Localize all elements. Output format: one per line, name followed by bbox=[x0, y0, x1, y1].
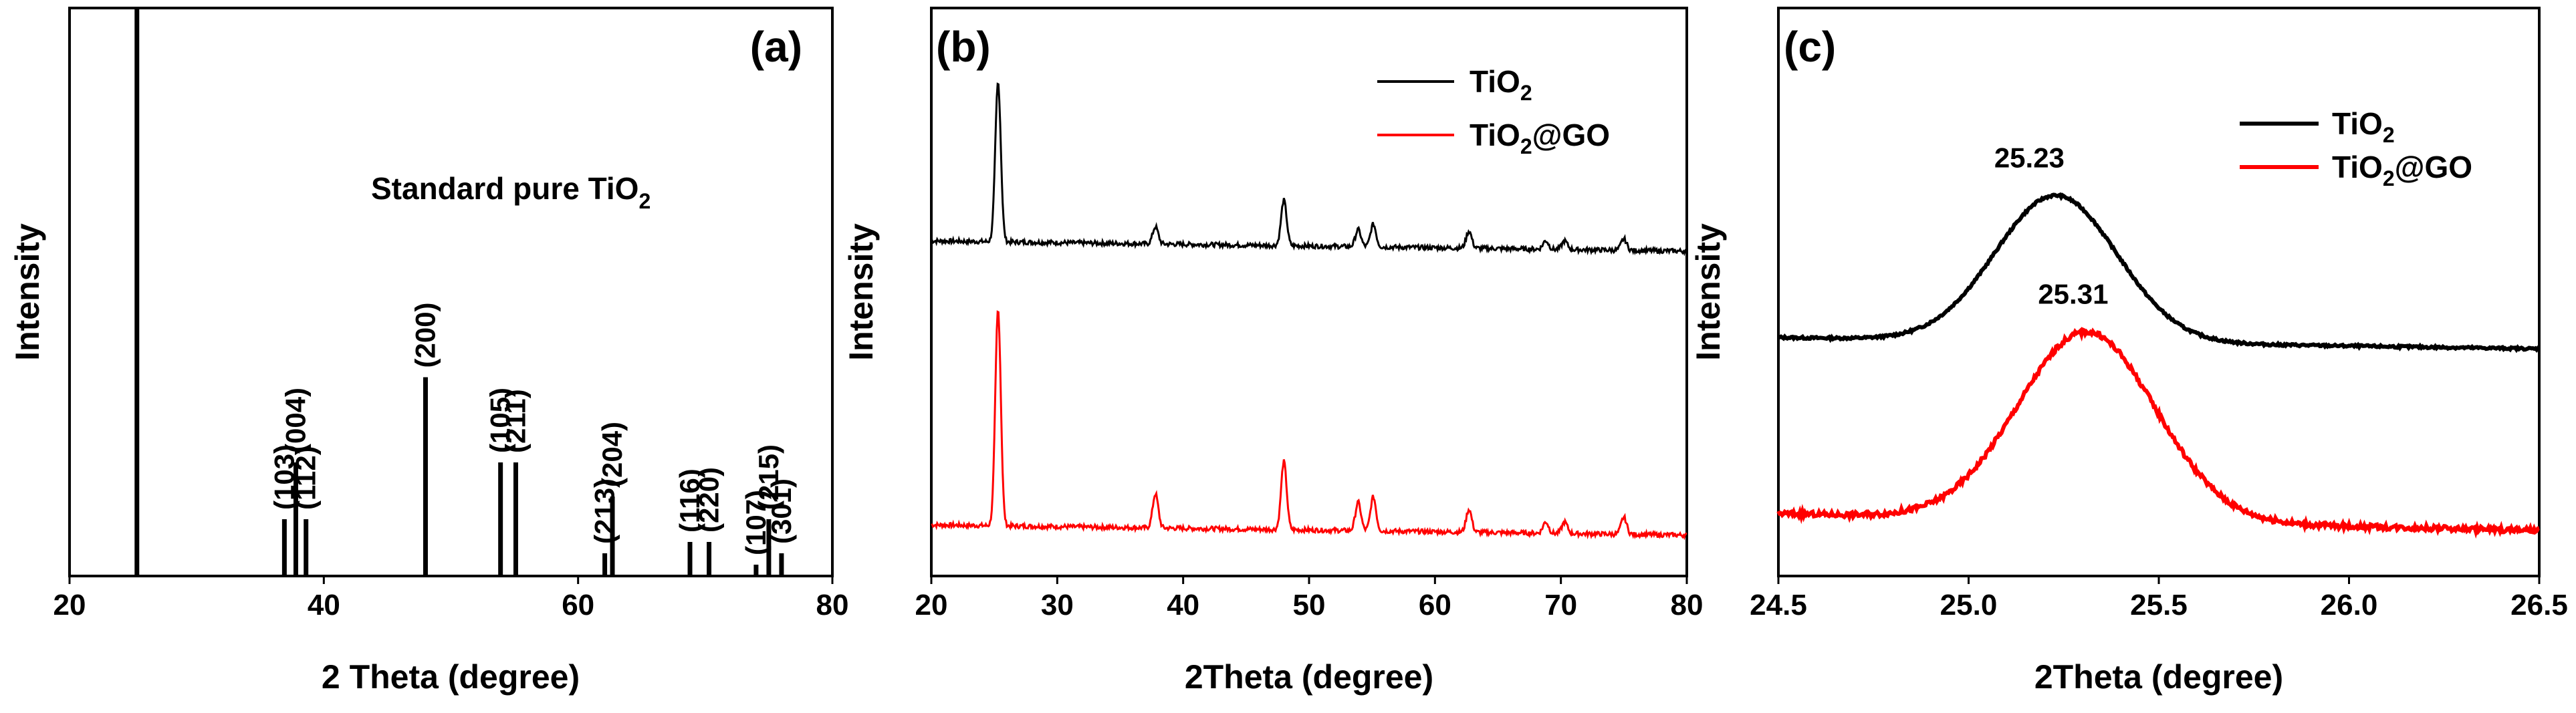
peak-position-label: 25.23 bbox=[1994, 142, 2065, 174]
panel-a-reflection-bars: (101)(103)(004)(112)(200)(105)(211)(213)… bbox=[134, 8, 797, 576]
x-tick-label: 60 bbox=[562, 589, 594, 621]
panel-b-plot-area bbox=[930, 7, 1688, 577]
panel-b-legend-tio2: TiO2 bbox=[1470, 64, 1532, 105]
panel-c: (c) 2Theta (degree) Intensity 24.5 25.0 25… bbox=[1689, 7, 2568, 696]
panel-c-x-ticks: 24.5 25.0 25.5 26.0 26.5 bbox=[1750, 576, 2568, 621]
x-tick-label: 40 bbox=[308, 589, 340, 621]
reflection-label: (204) bbox=[596, 422, 628, 487]
reflection-label: (105) bbox=[485, 388, 516, 453]
panel-b-legend-tio2-go: TiO2@GO bbox=[1470, 118, 1610, 158]
reflection-label: (215) bbox=[753, 444, 784, 510]
panel-a-x-axis-label: 2 Theta (degree) bbox=[322, 658, 580, 696]
reflection-label: (112) bbox=[290, 446, 322, 510]
panel-b-y-axis-label: Intensity bbox=[842, 223, 880, 361]
x-tick-label: 24.5 bbox=[1750, 589, 1807, 621]
x-tick-label: 50 bbox=[1293, 589, 1326, 621]
panel-c-peak-labels: 25.23 25.31 bbox=[1994, 142, 2109, 310]
panel-c-label: (c) bbox=[1784, 23, 1836, 71]
x-tick-label: 26.5 bbox=[2510, 589, 2568, 621]
panel-c-plot-area bbox=[1777, 7, 2541, 577]
reflection-label: (107) bbox=[740, 490, 772, 555]
x-tick-label: 40 bbox=[1167, 589, 1199, 621]
reflection-label: (116) bbox=[674, 468, 705, 533]
x-tick-label: 30 bbox=[1041, 589, 1074, 621]
panel-a-plot-area bbox=[68, 7, 834, 577]
series-line bbox=[931, 310, 1687, 541]
x-tick-label: 70 bbox=[1544, 589, 1577, 621]
series-line bbox=[1778, 192, 2541, 353]
reflection-label: (220) bbox=[693, 467, 725, 533]
x-tick-label: 25.5 bbox=[2130, 589, 2188, 621]
panel-a-y-axis-label: Intensity bbox=[9, 223, 46, 361]
panel-b-x-ticks: 20 30 40 50 60 70 80 bbox=[915, 576, 1704, 621]
x-tick-label: 80 bbox=[1671, 589, 1704, 621]
reflection-label: (213) bbox=[589, 478, 620, 544]
reflection-label: (301) bbox=[766, 478, 797, 544]
reflection-label: (004) bbox=[279, 388, 311, 453]
panel-c-legend: TiO2 TiO2@GO bbox=[2240, 106, 2472, 190]
panel-b-label: (b) bbox=[936, 23, 991, 71]
x-tick-label: 25.0 bbox=[1940, 589, 1998, 621]
panel-a-label: (a) bbox=[750, 23, 802, 71]
x-tick-label: 20 bbox=[915, 589, 948, 621]
panel-c-legend-tio2-go: TiO2@GO bbox=[2332, 150, 2472, 190]
panel-c-x-axis-label: 2Theta (degree) bbox=[2034, 658, 2283, 696]
panel-c-series bbox=[1776, 192, 2541, 539]
panel-a-x-ticks: 20 40 60 80 bbox=[53, 576, 849, 621]
panel-a-annotation: Standard pure TiO2 bbox=[371, 171, 651, 213]
x-tick-label: 26.0 bbox=[2321, 589, 2378, 621]
peak-position-label: 25.31 bbox=[2038, 279, 2108, 310]
panel-c-legend-tio2: TiO2 bbox=[2332, 106, 2395, 147]
x-tick-label: 20 bbox=[53, 589, 86, 621]
panel-b: (b) 2Theta (degree) Intensity 20 30 40 50 60… bbox=[842, 7, 1704, 696]
series-line bbox=[1776, 327, 2540, 539]
panel-b-x-axis-label: 2Theta (degree) bbox=[1185, 658, 1433, 696]
x-tick-label: 80 bbox=[816, 589, 849, 621]
series-line bbox=[931, 82, 1687, 257]
panel-a: (a) Standard pure TiO2 2 Theta (degree) … bbox=[9, 7, 849, 696]
reflection-label: (211) bbox=[499, 389, 531, 453]
panel-c-y-axis-label: Intensity bbox=[1689, 223, 1727, 361]
panel-b-series bbox=[931, 82, 1687, 541]
panel-b-legend: TiO2 TiO2@GO bbox=[1377, 64, 1610, 158]
reflection-label: (200) bbox=[409, 302, 441, 368]
x-tick-label: 60 bbox=[1419, 589, 1451, 621]
